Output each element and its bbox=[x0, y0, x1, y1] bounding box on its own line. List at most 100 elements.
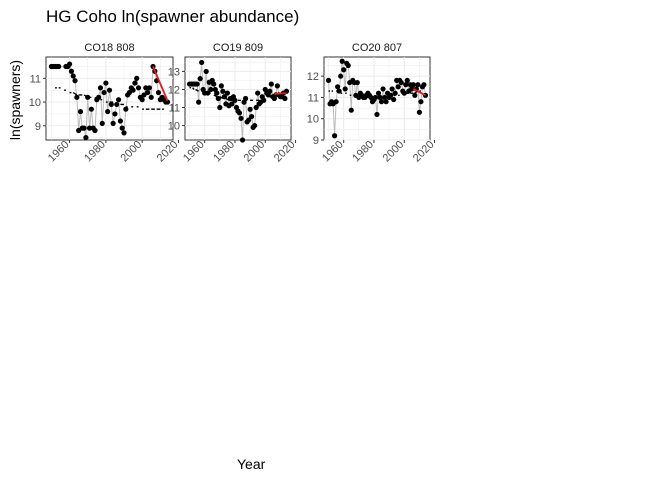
data-point bbox=[242, 95, 249, 102]
data-point bbox=[391, 96, 397, 103]
data-point bbox=[121, 130, 127, 136]
data-point bbox=[105, 108, 111, 115]
facet-panel: CO20 807 9 10 11 12 1960 1980 2000 2020 bbox=[307, 37, 437, 164]
data-point bbox=[148, 94, 154, 100]
data-point bbox=[372, 94, 379, 101]
fitted-trend-dash bbox=[195, 88, 199, 92]
data-point bbox=[336, 88, 342, 94]
y-tick-label: 9 bbox=[35, 121, 41, 133]
data-point bbox=[123, 106, 129, 112]
data-point bbox=[383, 99, 389, 105]
facet-panel: CO18 808 9 10 11 1960 1980 2000 2020 bbox=[29, 37, 181, 164]
facet-strip-label: CO19 809 bbox=[213, 42, 263, 54]
data-point bbox=[374, 111, 380, 118]
data-point bbox=[401, 90, 407, 96]
x-tick-label: 1980 bbox=[350, 139, 376, 165]
data-point bbox=[218, 83, 224, 89]
data-point bbox=[239, 137, 246, 143]
data-point bbox=[74, 94, 80, 100]
x-tick-label: 2000 bbox=[381, 139, 407, 165]
recent-trend-line bbox=[412, 88, 426, 97]
data-point bbox=[335, 84, 341, 90]
data-point bbox=[81, 125, 87, 131]
y-tick-label: 11 bbox=[30, 73, 41, 85]
data-point bbox=[416, 109, 422, 115]
data-point bbox=[388, 92, 394, 98]
facet-strip-label: CO20 807 bbox=[352, 42, 402, 54]
facet-strip bbox=[185, 37, 291, 57]
facet-strip bbox=[46, 37, 173, 57]
data-point bbox=[375, 90, 382, 96]
data-point bbox=[92, 127, 98, 134]
data-point bbox=[389, 86, 395, 92]
data-point bbox=[115, 97, 122, 103]
data-point bbox=[345, 62, 351, 69]
facet-panel: CO19 809 10 11 12 13 1960 1980 2000 2020 bbox=[168, 37, 298, 164]
y-tick-label: 9 bbox=[313, 135, 319, 147]
data-point bbox=[96, 94, 102, 100]
data-point bbox=[380, 86, 386, 92]
fitted-trend-dash bbox=[213, 94, 218, 98]
data-point bbox=[332, 133, 338, 139]
x-tick-label: 2000 bbox=[242, 139, 268, 165]
data-point bbox=[221, 94, 227, 100]
data-point bbox=[282, 95, 288, 102]
data-point bbox=[134, 75, 140, 81]
data-point bbox=[409, 86, 415, 92]
data-point bbox=[378, 99, 385, 105]
data-point bbox=[106, 87, 113, 93]
y-tick-label: 12 bbox=[168, 84, 180, 96]
data-point bbox=[139, 97, 145, 103]
x-tick-label: 2020 bbox=[272, 139, 298, 165]
data-point bbox=[110, 120, 116, 126]
y-tick-label: 12 bbox=[307, 71, 319, 83]
data-point bbox=[410, 82, 416, 88]
data-point bbox=[135, 85, 142, 91]
facet-strip bbox=[324, 37, 430, 57]
data-point bbox=[103, 80, 109, 86]
x-axis-label: Year bbox=[237, 456, 266, 472]
data-point bbox=[88, 106, 94, 112]
data-point bbox=[377, 94, 383, 101]
data-point bbox=[101, 89, 107, 96]
data-point bbox=[415, 82, 421, 88]
x-tick-label: 1960 bbox=[320, 139, 346, 165]
data-point bbox=[421, 82, 427, 88]
data-point bbox=[99, 120, 105, 126]
data-point bbox=[85, 94, 91, 100]
y-tick-label: 11 bbox=[308, 92, 319, 104]
data-point bbox=[249, 113, 255, 120]
data-point bbox=[68, 68, 74, 74]
data-point bbox=[217, 104, 223, 111]
data-point bbox=[77, 108, 84, 115]
data-point bbox=[130, 87, 136, 93]
data-point bbox=[211, 81, 217, 87]
data-point bbox=[70, 73, 76, 79]
y-tick-label: 10 bbox=[168, 121, 180, 133]
recent-trend-line bbox=[274, 92, 287, 95]
data-point bbox=[83, 135, 89, 141]
data-point bbox=[117, 118, 123, 124]
data-point bbox=[354, 79, 360, 86]
x-tick-label: 1960 bbox=[181, 139, 207, 165]
y-axis-label: ln(spawners) bbox=[7, 60, 23, 140]
data-point bbox=[66, 61, 73, 67]
data-point bbox=[214, 90, 220, 96]
y-tick-label: 10 bbox=[29, 97, 41, 109]
data-point bbox=[196, 99, 202, 105]
data-point bbox=[395, 84, 401, 90]
data-point bbox=[112, 111, 118, 117]
x-tick-label: 1960 bbox=[46, 139, 72, 165]
data-point bbox=[132, 80, 138, 86]
data-point bbox=[114, 101, 120, 108]
data-point bbox=[267, 88, 273, 94]
data-point bbox=[247, 106, 253, 112]
y-tick-label: 13 bbox=[168, 66, 180, 78]
data-point bbox=[220, 88, 226, 94]
x-tick-label: 1980 bbox=[211, 139, 237, 165]
data-point bbox=[398, 79, 404, 86]
data-point bbox=[261, 97, 267, 103]
data-point bbox=[108, 101, 114, 108]
